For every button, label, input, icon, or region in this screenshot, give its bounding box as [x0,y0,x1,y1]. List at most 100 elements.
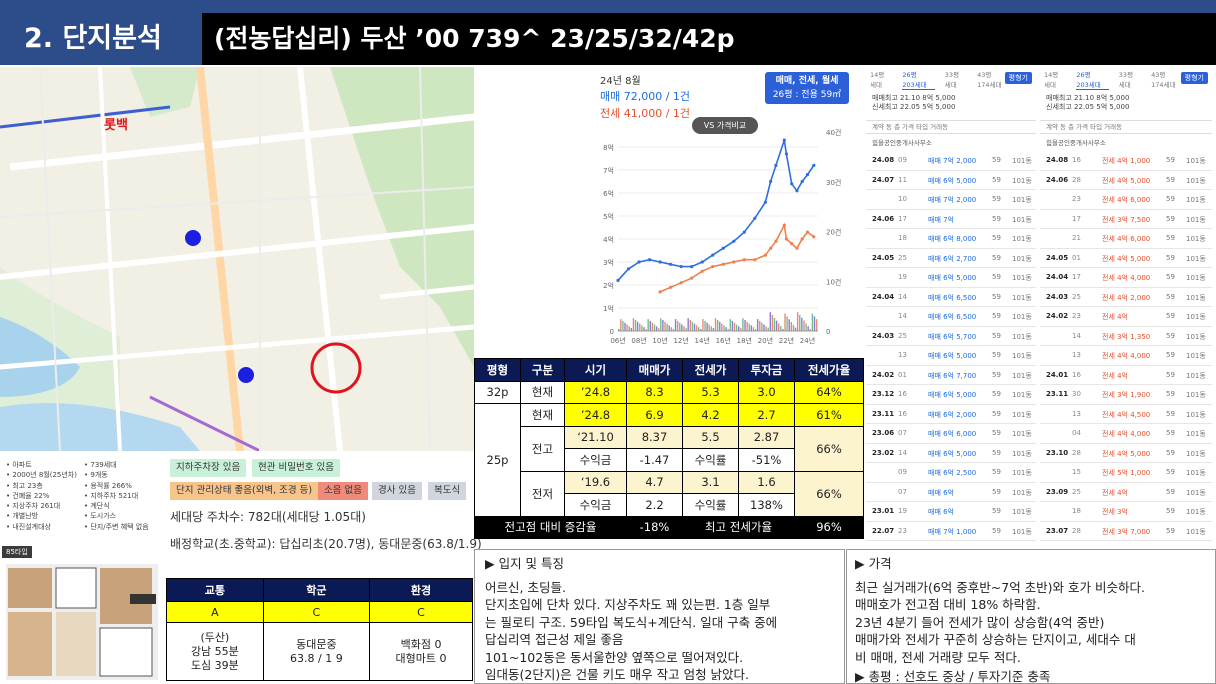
tx-summary: 매매최고 21.10 8억 5,000 신세최고 22.05 5억 5,000 [1046,94,1129,112]
tx-cell: 13 [1072,409,1081,418]
size-tab[interactable]: 43평 174세대 [977,71,1002,89]
vs-compare-button[interactable]: VS 가격비교 [692,117,758,134]
y-tick-label: 8억 [603,144,614,152]
tx-cell: 매매 6억 2,700 [928,254,977,263]
tx-cell: 101동 [1012,449,1032,458]
tx-cell: 59 [1166,429,1175,437]
tx-cell: 59 [992,253,1001,262]
tx-cell: 101동 [1186,508,1206,516]
y-tick-label: 5억 [603,213,614,221]
tx-cell: 59 [1166,195,1175,203]
size-tab-active[interactable]: 26평 203세대 [1076,69,1109,90]
size-tab[interactable]: 43평 174세대 [1151,71,1176,89]
y-tick-label: 1억 [603,305,614,313]
volume-bar [727,329,729,331]
tx-row: 24.07 11 매매 6억 5,000 59 101동 [866,171,1036,190]
tx-cell: 59 [1166,253,1175,262]
tx-cell: 59 [992,507,1001,515]
tx-cell: 매매 6억 5,000 [928,391,977,399]
cmp-cell: 수익금 [564,448,627,472]
volume-bar [723,325,725,331]
tx-row: 14 매매 6억 6,500 59 101동 [866,307,1036,327]
tx-cell: 매매 6억 6,500 [928,313,977,321]
y2-tick-label: 40건 [826,128,841,137]
sale-transactions-panel: 14평 세대 26평 203세대 33평 세대 43평 174세대 평형기 매매최고 2… [866,67,1036,543]
x-tick-label: 12년 [673,336,688,345]
tx-cell: 09 [898,156,907,164]
cmp-cell: 현재 [520,380,565,404]
tx-cell: 59 [1166,409,1175,418]
volume-bar [746,321,748,331]
size-tab[interactable]: 33평 세대 [1118,71,1134,89]
cmp-head: 전세가율 [794,358,864,382]
location-map[interactable]: 롯백 [0,67,474,451]
volume-bar [636,321,639,331]
tx-row: 14 전세 3억 1,350 59 101동 [1040,327,1212,346]
tx-cell: 101동 [1186,352,1206,360]
series-point [763,253,767,257]
volume-bar [660,318,662,331]
tx-cell: 101동 [1186,293,1206,302]
tx-cell: 07 [898,429,907,437]
tx-cell: 24.02 [872,370,895,379]
volume-bar [672,329,675,331]
volume-bar [710,326,713,331]
tx-cell: 59 [992,351,1001,359]
fact-item: 단지/주변 혜택 없음 [84,522,148,532]
volume-bar [780,326,782,331]
series-point [658,260,662,264]
tx-row: 13 전세 4억 4,000 59 101동 [1040,346,1212,366]
size-tab[interactable]: 14평 세대 [1044,71,1059,89]
volume-bar [788,319,790,331]
volume-bar [691,321,694,331]
tx-cell: 101동 [1186,371,1206,380]
jeonse-transactions-panel: 14평 세대 26평 203세대 33평 세대 43평 174세대 평형기 매매최고 2… [1040,67,1212,543]
tx-cell: 18 [1072,507,1081,515]
size-select-button[interactable]: 평형기 [1180,72,1208,84]
tx-row: 13 전세 4억 4,500 59 101동 [1040,405,1212,424]
series-point [774,239,778,243]
volume-bar [729,319,731,331]
y-tick-label: 2억 [603,282,614,290]
size-tab[interactable]: 33평 세대 [944,71,960,89]
tx-cell: 매매 6억 5,700 [928,332,977,341]
tx-cell: 24.08 [872,156,895,164]
chart-filter-button[interactable]: 매매, 전세, 월세 26평 : 전용 59㎡ [765,72,849,104]
series-point [812,235,816,239]
tx-row: 24.02 01 매매 6억 7,700 59 101동 [866,366,1036,385]
volume-bar [805,323,807,331]
school-info: 배정학교(초.중학교): 답십리초(20.7명), 동대문중(63.8/1.9) [170,537,482,551]
volume-bar [767,327,769,331]
tx-row: 23.10 28 전세 4억 5,000 59 101동 [1040,444,1212,463]
price-notes-box: ▶ 가격 최근 실거래가(6억 중후반~7억 초반)와 호가 비슷하다. 매매호… [846,549,1216,684]
y-tick-label: 0 [610,328,614,336]
series-point [690,265,694,269]
size-tab[interactable]: 14평 세대 [870,71,885,89]
cmp-cell: -51% [738,448,795,472]
grid-text: 백화점 0 [400,637,442,651]
fact-item: 지상주차 261대 [6,501,77,511]
tx-cell: 30 [1072,390,1081,398]
tx-cell: 101동 [1186,410,1206,419]
tx-row: 23.01 19 매매 6억 59 101동 [866,502,1036,522]
tx-cell: 전세 4억 4,500 [1102,410,1151,419]
tx-cell: 15 [1072,468,1081,476]
tx-cell: 59 [992,370,1001,379]
volume-bar [668,325,670,331]
tx-cell: 매매 6억 5,000 [928,352,977,360]
grid-head-env: 환경 [369,578,473,602]
series-point [732,239,736,243]
volume-bar [689,320,691,331]
tx-row: 24.04 14 매매 6억 6,500 59 101동 [866,288,1036,307]
tx-row: 18 매매 6억 8,000 59 101동 [866,229,1036,249]
size-select-button[interactable]: 평형기 [1004,72,1032,84]
facts-col1: 아파트 2000년 8월(25년차) 최고 23층 건폐율 22% 지상주차 2… [6,460,77,532]
size-tab-active[interactable]: 26평 203세대 [902,69,935,90]
cmp-cell: 2.2 [626,493,683,517]
tag-corridor: 복도식 [428,482,467,500]
volume-bar [630,328,633,331]
volume-bar [744,320,746,331]
tx-row: 22.07 23 매매 7억 1,000 59 101동 [866,522,1036,541]
tx-cell: 전세 4억 2,000 [1102,293,1151,302]
